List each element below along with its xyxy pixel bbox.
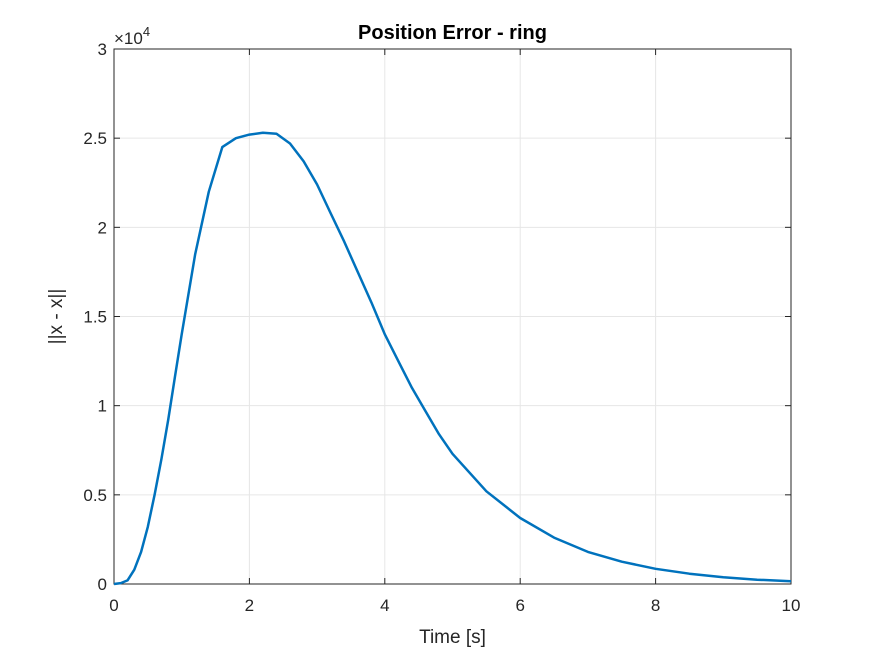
x-tick-label: 2 [245,596,254,615]
axis-ticks [113,48,792,585]
y-exponent-label: ×104 [114,24,150,48]
x-tick-label: 10 [782,596,801,615]
x-tick-label: 8 [651,596,660,615]
series-line [113,131,792,586]
y-tick-label: 2.5 [83,129,107,148]
y-tick-label: 0.5 [83,486,107,505]
chart-title: Position Error - ring [358,22,547,44]
y-tick-label: 0 [98,575,107,594]
x-tick-label: 0 [109,596,118,615]
y-tick-labels: 0 0.5 1 1.5 2 2.5 3 [83,40,107,594]
y-exponent-power: 4 [143,24,150,39]
x-tick-labels: 0 2 4 6 8 10 [109,596,800,615]
x-axis-label: Time [s] [419,627,486,648]
y-tick-label: 3 [98,40,107,59]
x-tick-label: 4 [380,596,389,615]
y-axis-label: ||x - x|| [46,289,67,345]
y-tick-label: 1 [98,397,107,416]
y-exponent-base: ×10 [114,29,143,48]
y-tick-label: 1.5 [83,308,107,327]
y-tick-label: 2 [98,218,107,237]
x-tick-label: 6 [515,596,524,615]
